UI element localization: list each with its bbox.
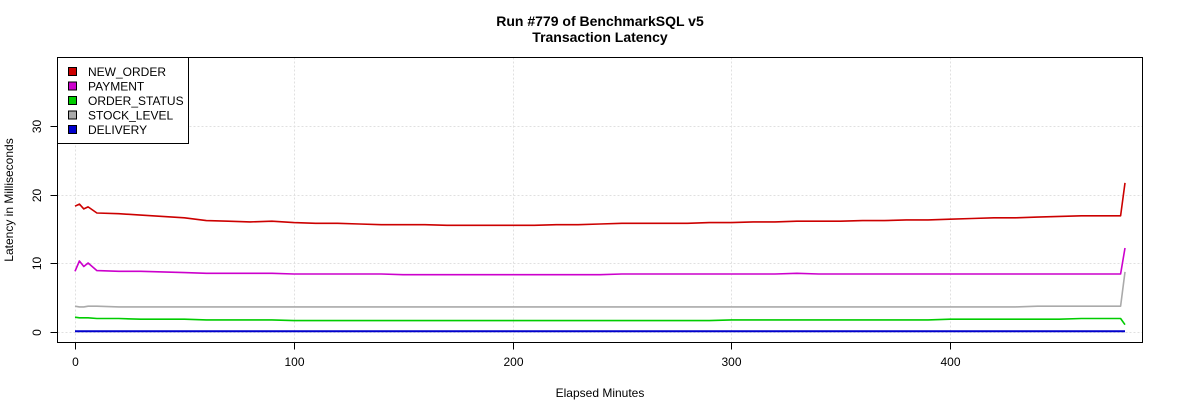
y-axis-label: Latency in Milliseconds: [2, 138, 16, 261]
plot-frame: [57, 57, 1143, 343]
legend-label: ORDER_STATUS: [88, 94, 184, 108]
chart-subtitle: Transaction Latency: [532, 29, 668, 45]
legend-swatch: [68, 125, 77, 134]
legend-swatch: [68, 81, 77, 91]
series-line-new-order: [74, 182, 1126, 227]
series-lines: [74, 182, 1126, 333]
chart-title: Run #779 of BenchmarkSQL v5: [496, 13, 704, 29]
legend-label: STOCK_LEVEL: [88, 109, 173, 123]
x-axis-label: Elapsed Minutes: [556, 386, 645, 400]
grid: [57, 57, 1143, 343]
series-line-order-status: [74, 316, 1126, 326]
x-tick-label: 200: [503, 355, 523, 369]
legend: NEW_ORDERPAYMENTORDER_STATUSSTOCK_LEVELD…: [57, 57, 189, 144]
legend-swatch: [68, 96, 77, 105]
x-tick-label: 0: [72, 355, 79, 369]
legend-box: [57, 57, 189, 144]
y-tick-label: 10: [30, 257, 44, 271]
legend-swatch: [68, 110, 77, 120]
legend-label: NEW_ORDER: [88, 65, 166, 79]
y-tick-label: 20: [30, 189, 44, 203]
axes: 0 100 200 300 400 0 10 20 30: [30, 120, 961, 369]
series-line-payment: [74, 247, 1126, 276]
legend-swatch: [68, 67, 77, 76]
legend-label: DELIVERY: [88, 123, 147, 137]
x-tick-label: 100: [284, 355, 304, 369]
x-tick-label: 300: [721, 355, 741, 369]
y-tick-label: 30: [30, 120, 44, 134]
series-line-stock-level: [74, 271, 1126, 308]
x-tick-label: 400: [940, 355, 960, 369]
y-tick-label: 0: [30, 329, 44, 336]
legend-label: PAYMENT: [88, 80, 145, 94]
